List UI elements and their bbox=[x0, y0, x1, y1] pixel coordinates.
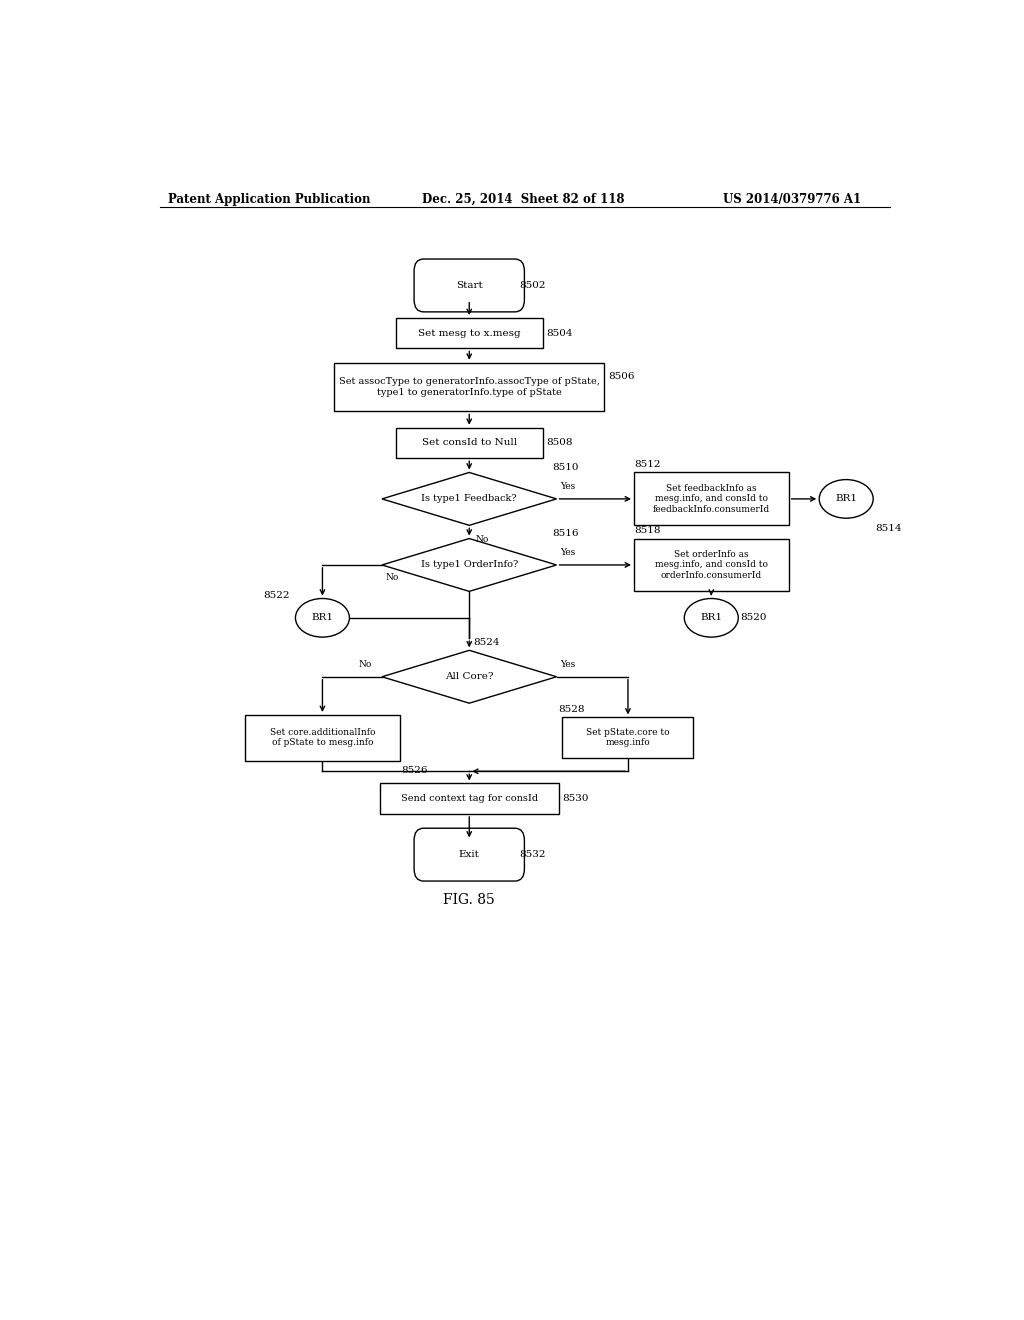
Text: No: No bbox=[475, 536, 489, 544]
Text: Send context tag for consId: Send context tag for consId bbox=[400, 795, 538, 804]
Bar bbox=[396, 428, 543, 458]
Text: No: No bbox=[358, 660, 372, 669]
Text: BR1: BR1 bbox=[311, 614, 334, 622]
Text: Set pState.core to
mesg.info: Set pState.core to mesg.info bbox=[586, 729, 670, 747]
Polygon shape bbox=[382, 473, 557, 525]
Text: BR1: BR1 bbox=[700, 614, 722, 622]
Text: Dec. 25, 2014  Sheet 82 of 118: Dec. 25, 2014 Sheet 82 of 118 bbox=[422, 193, 625, 206]
Ellipse shape bbox=[684, 598, 738, 638]
Text: BR1: BR1 bbox=[836, 495, 857, 503]
Ellipse shape bbox=[296, 598, 349, 638]
Text: 8520: 8520 bbox=[740, 614, 767, 622]
Text: 8514: 8514 bbox=[876, 524, 902, 533]
Bar bbox=[562, 718, 693, 758]
Text: Set assocType to generatorInfo.assocType of pState,
type1 to generatorInfo.type : Set assocType to generatorInfo.assocType… bbox=[339, 378, 600, 397]
Text: 8530: 8530 bbox=[562, 795, 589, 804]
Ellipse shape bbox=[819, 479, 873, 519]
Text: FIG. 85: FIG. 85 bbox=[443, 894, 496, 907]
Text: 8512: 8512 bbox=[634, 459, 660, 469]
Text: US 2014/0379776 A1: US 2014/0379776 A1 bbox=[723, 193, 861, 206]
Text: 8522: 8522 bbox=[264, 591, 290, 601]
Text: Set consId to Null: Set consId to Null bbox=[422, 438, 517, 447]
Text: 8510: 8510 bbox=[553, 463, 580, 471]
Text: 8518: 8518 bbox=[634, 525, 660, 535]
Text: Yes: Yes bbox=[560, 660, 575, 669]
Text: 8506: 8506 bbox=[608, 372, 635, 381]
Text: Set mesg to x.mesg: Set mesg to x.mesg bbox=[418, 329, 520, 338]
FancyBboxPatch shape bbox=[414, 259, 524, 312]
Bar bbox=[334, 363, 604, 412]
Text: Patent Application Publication: Patent Application Publication bbox=[168, 193, 371, 206]
Text: 8502: 8502 bbox=[519, 281, 546, 290]
Text: Exit: Exit bbox=[459, 850, 479, 859]
Text: 8516: 8516 bbox=[553, 529, 580, 539]
Text: 8524: 8524 bbox=[473, 638, 500, 647]
Bar bbox=[396, 318, 543, 348]
Text: 8504: 8504 bbox=[547, 329, 573, 338]
Text: Set core.additionalInfo
of pState to mesg.info: Set core.additionalInfo of pState to mes… bbox=[269, 729, 375, 747]
Text: 8508: 8508 bbox=[547, 438, 573, 447]
Text: No: No bbox=[386, 573, 399, 582]
Text: 8528: 8528 bbox=[558, 705, 585, 714]
Text: Set orderInfo as
mesg.info, and consId to
orderInfo.consumerId: Set orderInfo as mesg.info, and consId t… bbox=[654, 550, 768, 579]
Bar bbox=[634, 473, 788, 525]
Bar bbox=[245, 715, 399, 760]
Text: Yes: Yes bbox=[560, 482, 575, 491]
FancyBboxPatch shape bbox=[414, 828, 524, 880]
Polygon shape bbox=[382, 651, 557, 704]
Text: Set feedbackInfo as
mesg.info, and consId to
feedbackInfo.consumerId: Set feedbackInfo as mesg.info, and consI… bbox=[652, 484, 770, 513]
Text: Is type1 Feedback?: Is type1 Feedback? bbox=[422, 495, 517, 503]
Text: Is type1 OrderInfo?: Is type1 OrderInfo? bbox=[421, 561, 518, 569]
Bar bbox=[380, 784, 558, 814]
Text: Start: Start bbox=[456, 281, 482, 290]
Bar bbox=[634, 539, 788, 591]
Polygon shape bbox=[382, 539, 557, 591]
Text: All Core?: All Core? bbox=[445, 672, 494, 681]
Text: Yes: Yes bbox=[560, 548, 575, 557]
Text: 8526: 8526 bbox=[401, 767, 428, 775]
Text: 8532: 8532 bbox=[519, 850, 546, 859]
